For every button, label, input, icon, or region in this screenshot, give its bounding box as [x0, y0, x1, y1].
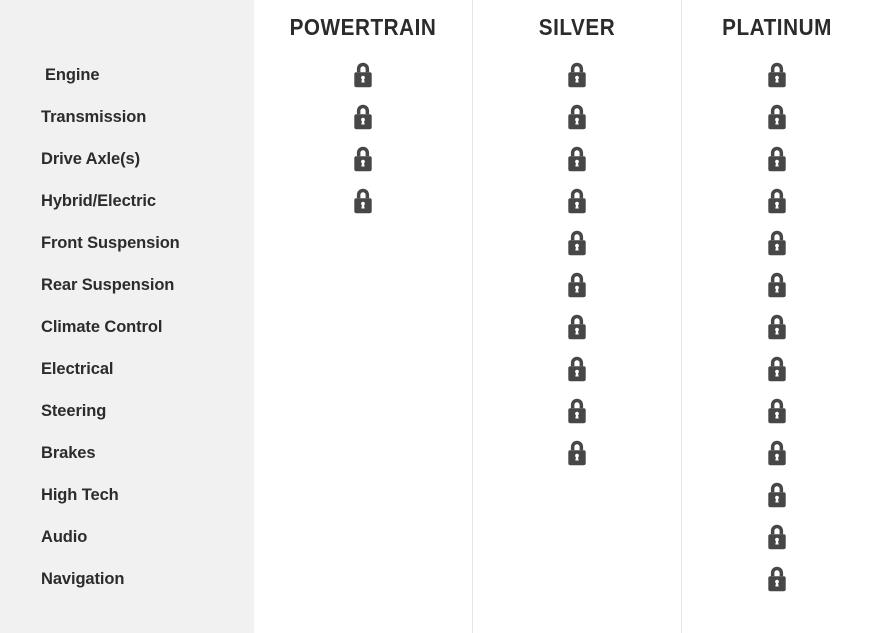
tier-columns: POWERTRAIN SILVER PLATINUM — [254, 0, 872, 633]
column-header-silver: SILVER — [538, 13, 616, 40]
lock-icon — [766, 272, 788, 298]
row-label-high-tech: High Tech — [0, 474, 254, 516]
coverage-cell — [473, 432, 681, 474]
coverage-cell — [682, 264, 872, 306]
coverage-cell — [473, 348, 681, 390]
lock-icon — [352, 62, 374, 88]
lock-icon — [566, 230, 588, 256]
tier-column-platinum: PLATINUM — [681, 0, 872, 633]
row-label-navigation: Navigation — [0, 558, 254, 600]
lock-icon — [566, 314, 588, 340]
lock-icon — [566, 188, 588, 214]
lock-icon — [566, 356, 588, 382]
column-cells-platinum — [682, 54, 872, 600]
row-label-electrical: Electrical — [0, 348, 254, 390]
row-label-text: Electrical — [41, 359, 114, 378]
row-label-text: Steering — [41, 401, 107, 420]
row-label-climate-control: Climate Control — [0, 306, 254, 348]
lock-icon — [766, 62, 788, 88]
coverage-cell — [254, 96, 472, 138]
row-label-audio: Audio — [0, 516, 254, 558]
coverage-cell — [682, 54, 872, 96]
row-label-engine: Engine — [0, 54, 254, 96]
lock-icon — [766, 314, 788, 340]
lock-icon — [766, 566, 788, 592]
row-label-text: Drive Axle(s) — [41, 149, 140, 168]
coverage-cell — [682, 432, 872, 474]
column-cells-silver — [473, 54, 681, 600]
coverage-cell — [473, 96, 681, 138]
coverage-cell — [473, 264, 681, 306]
column-header-platinum: PLATINUM — [722, 13, 832, 40]
lock-icon — [566, 440, 588, 466]
row-label-panel: Engine Transmission Drive Axle(s) Hybrid… — [0, 0, 254, 633]
lock-icon — [766, 230, 788, 256]
lock-icon — [566, 146, 588, 172]
row-label-corner-header — [0, 0, 254, 54]
row-label-rear-suspension: Rear Suspension — [0, 264, 254, 306]
lock-icon — [352, 146, 374, 172]
lock-icon — [352, 104, 374, 130]
row-label-text: Climate Control — [41, 317, 163, 336]
coverage-cell — [254, 180, 472, 222]
coverage-cell — [682, 180, 872, 222]
row-label-text: Rear Suspension — [41, 275, 175, 294]
lock-icon — [566, 62, 588, 88]
coverage-cell — [682, 390, 872, 432]
coverage-cell — [682, 348, 872, 390]
tier-column-silver: SILVER — [472, 0, 681, 633]
lock-icon — [566, 104, 588, 130]
row-label-text: Engine — [45, 65, 100, 84]
coverage-cell — [682, 138, 872, 180]
row-label-front-suspension: Front Suspension — [0, 222, 254, 264]
row-label-text: Front Suspension — [41, 233, 180, 252]
tier-column-powertrain: POWERTRAIN — [254, 0, 472, 633]
row-label-text: Audio — [41, 527, 88, 546]
coverage-cell — [254, 54, 472, 96]
lock-icon — [766, 440, 788, 466]
lock-icon — [766, 104, 788, 130]
lock-icon — [566, 398, 588, 424]
row-label-text: Brakes — [41, 443, 96, 462]
coverage-cell — [473, 306, 681, 348]
coverage-cell — [473, 222, 681, 264]
lock-icon — [566, 272, 588, 298]
coverage-cell — [682, 516, 872, 558]
row-label-hybrid-electric: Hybrid/Electric — [0, 180, 254, 222]
coverage-cell — [682, 222, 872, 264]
column-header-powertrain: POWERTRAIN — [289, 13, 437, 40]
coverage-cell — [682, 96, 872, 138]
coverage-cell — [254, 138, 472, 180]
row-label-text: Transmission — [41, 107, 147, 126]
coverage-cell — [473, 390, 681, 432]
lock-icon — [766, 356, 788, 382]
coverage-cell — [682, 474, 872, 516]
coverage-cell — [682, 306, 872, 348]
row-label-text: Navigation — [41, 569, 125, 588]
lock-icon — [766, 188, 788, 214]
lock-icon — [352, 188, 374, 214]
coverage-cell — [473, 138, 681, 180]
lock-icon — [766, 398, 788, 424]
row-label-brakes: Brakes — [0, 432, 254, 474]
lock-icon — [766, 482, 788, 508]
row-label-steering: Steering — [0, 390, 254, 432]
lock-icon — [766, 146, 788, 172]
row-label-drive-axles: Drive Axle(s) — [0, 138, 254, 180]
coverage-cell — [682, 558, 872, 600]
coverage-cell — [473, 180, 681, 222]
lock-icon — [766, 524, 788, 550]
row-label-transmission: Transmission — [0, 96, 254, 138]
column-cells-powertrain — [254, 54, 472, 600]
coverage-cell — [473, 54, 681, 96]
row-label-text: Hybrid/Electric — [41, 191, 156, 210]
row-label-text: High Tech — [41, 485, 119, 504]
